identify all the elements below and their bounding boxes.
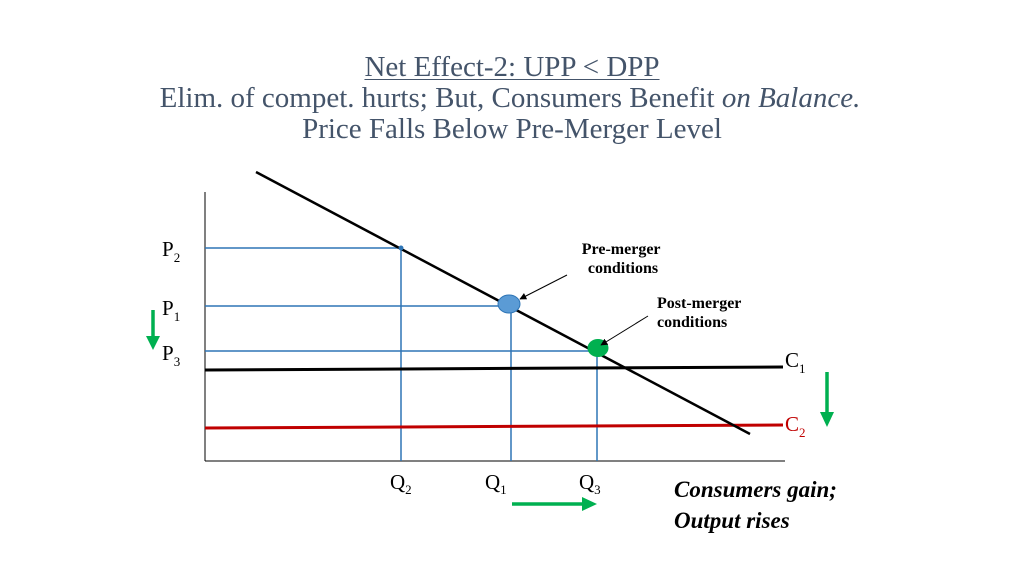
label-q1: Q1 [485, 470, 507, 497]
post-merger-pointer-arrow [600, 315, 649, 346]
price-down-arrow [146, 310, 160, 350]
label-p2: P2 [162, 237, 180, 265]
label-p1: P1 [162, 296, 180, 324]
output-right-arrow [512, 497, 597, 511]
label-p3: P3 [162, 341, 180, 369]
title-subtitle: Elim. of compet. hurts; But, Consumers B… [0, 83, 1022, 114]
pre-merger-label: Pre-merger conditions [582, 241, 664, 277]
pre-merger-pointer-arrow [519, 274, 568, 300]
cost-line-c1 [204, 365, 784, 372]
title-subtitle-2: Price Falls Below Pre-Merger Level [302, 113, 722, 145]
cost-down-arrow [820, 372, 834, 427]
label-q2: Q2 [390, 470, 412, 497]
cost-line-c2 [204, 423, 784, 430]
label-c1: C1 [785, 348, 806, 376]
conclusion-text: Consumers gain; Output rises [674, 474, 837, 536]
guide-lines [205, 247, 598, 461]
title-heading: Net Effect-2: UPP < DPP [0, 52, 1024, 83]
title-subtitle-text: Elim. of compet. hurts; But, Consumers B… [159, 82, 722, 114]
conclusion-line-2: Output rises [674, 508, 790, 533]
p2-point [398, 245, 404, 251]
title-subtitle-italic: on Balance. [721, 82, 861, 114]
post-merger-label: Post-merger conditions [657, 295, 745, 331]
title-block: Net Effect-2: UPP < DPP Elim. of compet.… [0, 52, 1024, 145]
post-merger-point [587, 339, 609, 357]
label-c2: C2 [785, 412, 806, 440]
label-q3: Q3 [579, 470, 601, 497]
pre-merger-point [497, 294, 521, 314]
title-heading-text: Net Effect-2: UPP < DPP [364, 51, 660, 83]
conclusion-line-1: Consumers gain; [674, 477, 837, 502]
